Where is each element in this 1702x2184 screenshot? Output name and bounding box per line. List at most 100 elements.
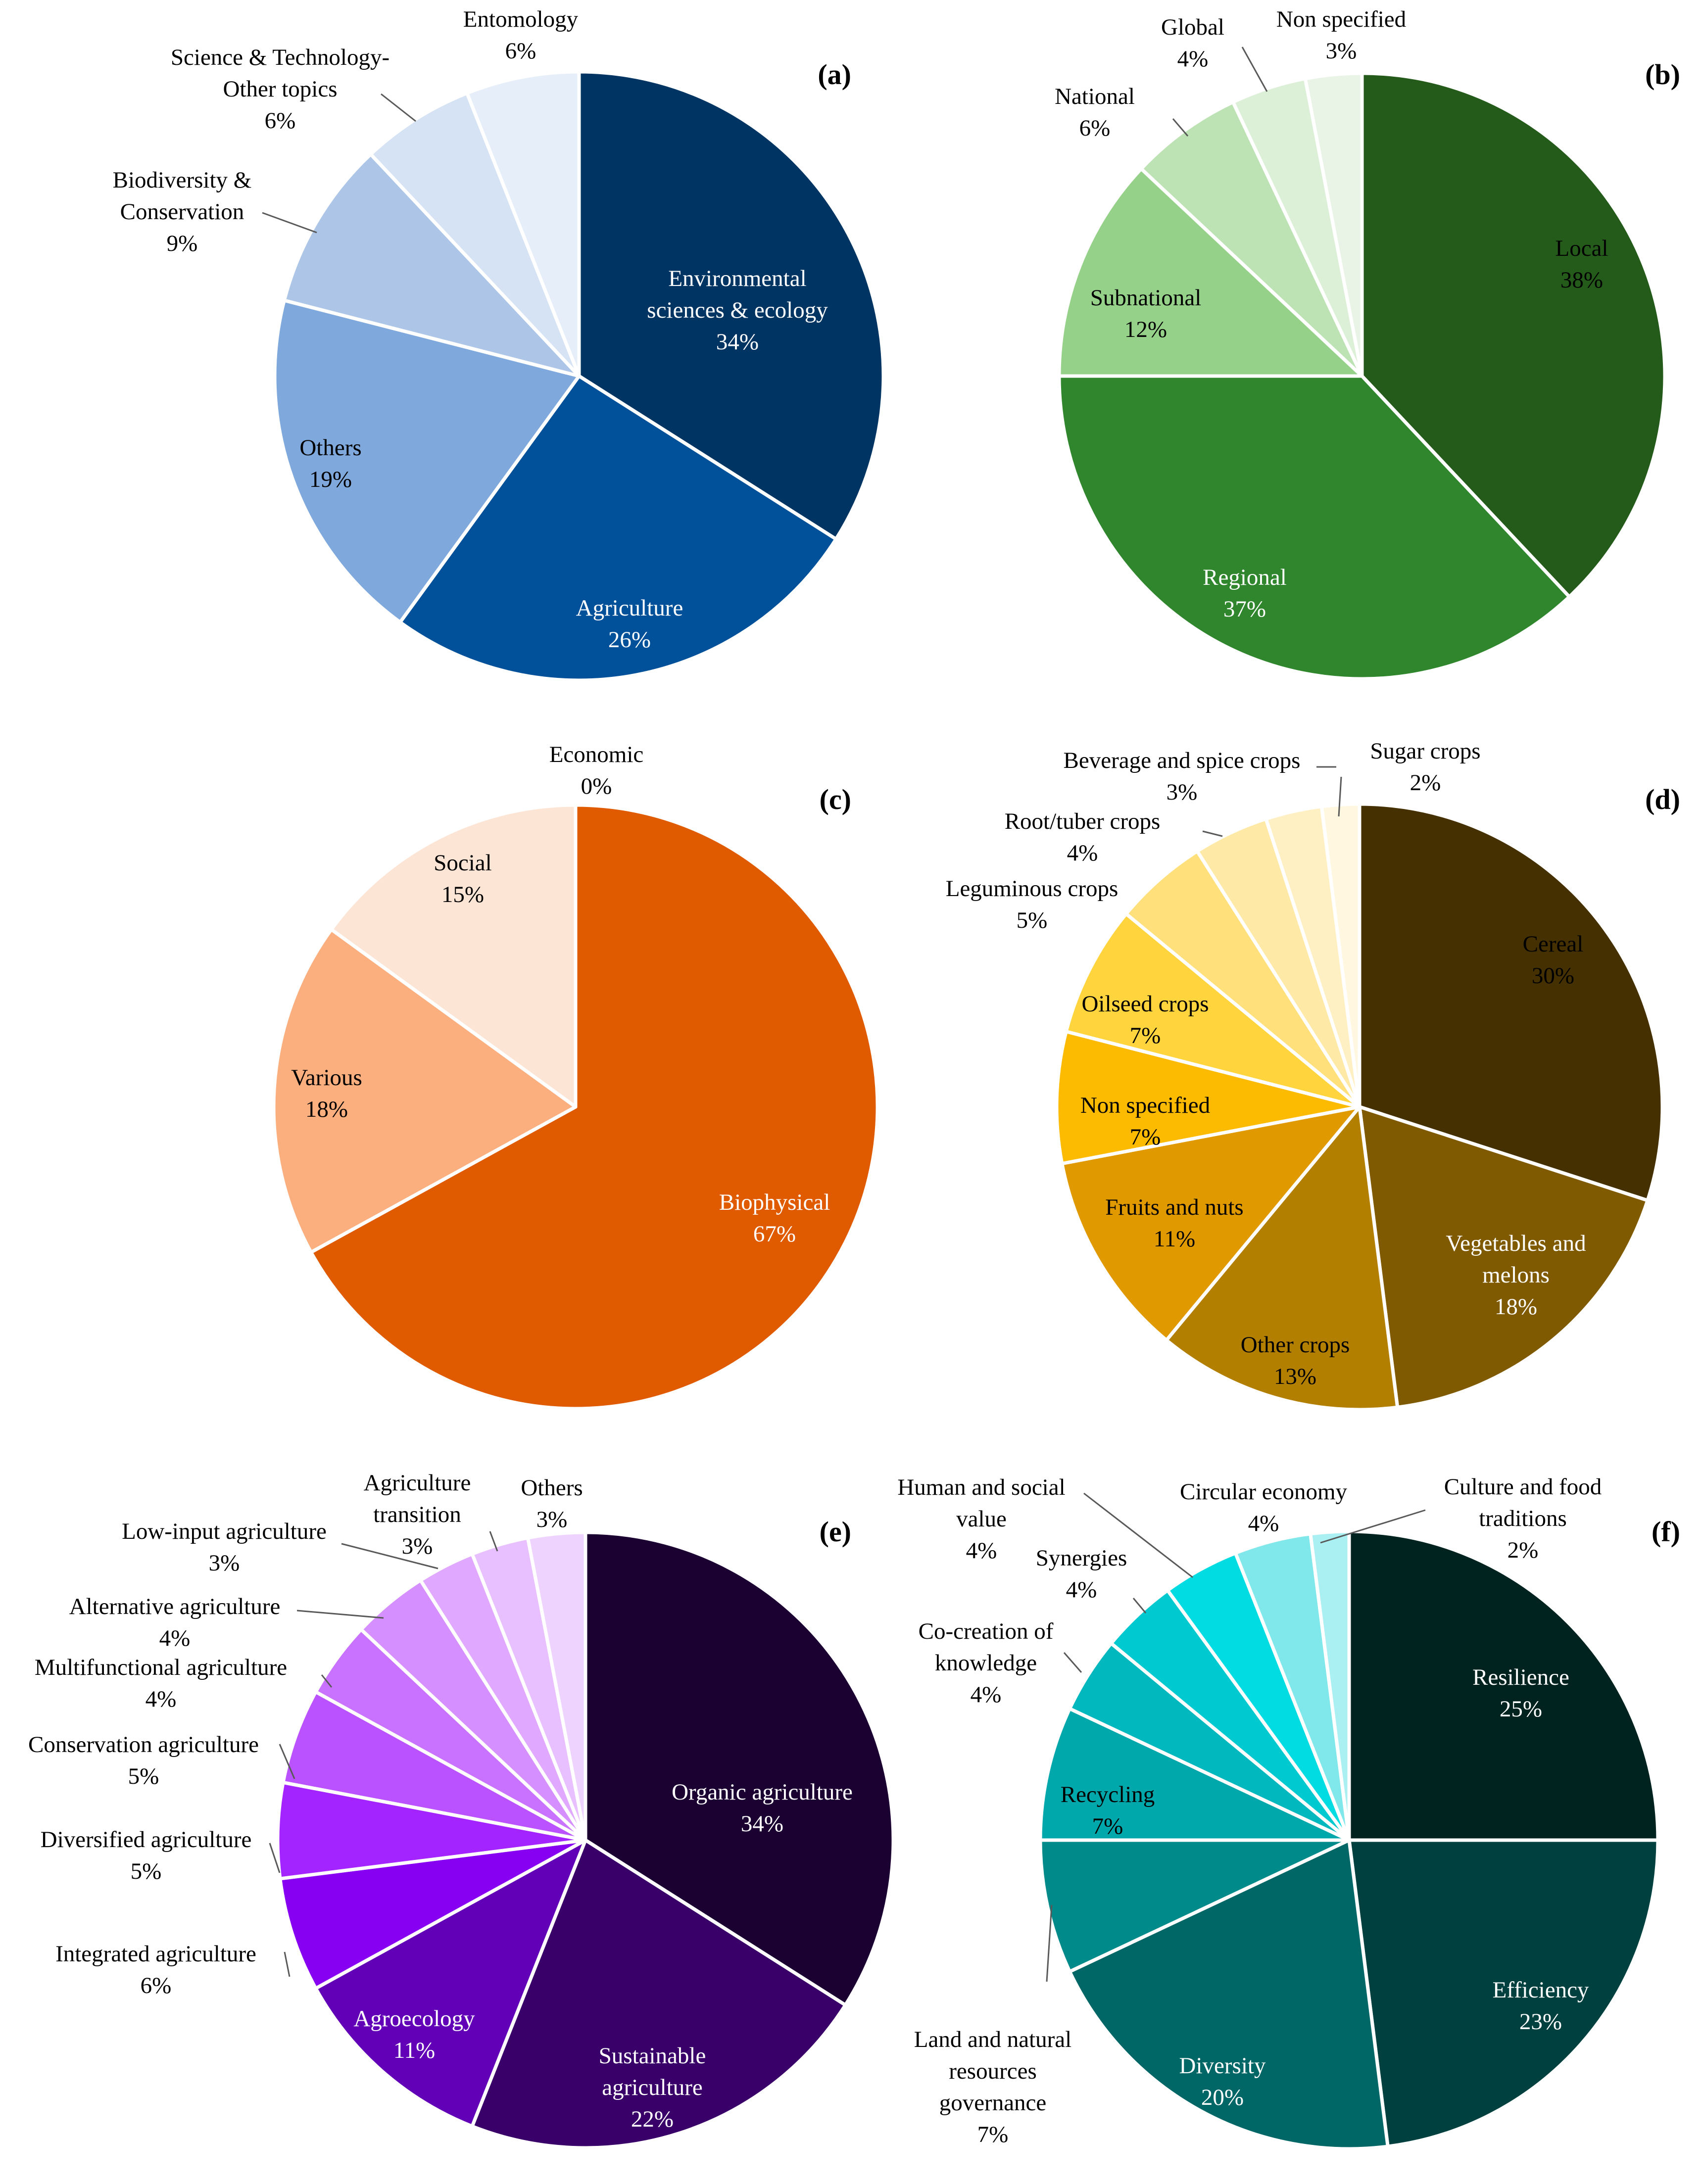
label-b-non-specified-pct: 3% — [1326, 38, 1357, 64]
panel-label-b: (b) — [1645, 58, 1680, 91]
slice-f-diversity — [1068, 1838, 1390, 2151]
label-a-entomology-pct: 6% — [505, 38, 536, 64]
label-a-biodiversity-and-conservation-line: Biodiversity & — [113, 167, 252, 193]
slice-c-various — [272, 927, 578, 1254]
label-c-biophysical: Biophysical 67% — [719, 1189, 830, 1247]
label-b-subnational-pct: 12% — [1124, 317, 1167, 342]
label-e-others-pct: 3% — [536, 1507, 568, 1532]
label-e-organic-agriculture: Organic agriculture 34% — [672, 1779, 853, 1837]
label-f-co-creation-of-knowledge-line: knowledge — [935, 1650, 1037, 1676]
label-f-diversity: Diversity 20% — [1179, 2053, 1266, 2110]
label-a-agriculture-line: Agriculture — [576, 595, 683, 621]
label-d-fruits-and-nuts-pct: 11% — [1154, 1226, 1195, 1252]
label-e-alternative-agriculture-line: Alternative agriculture — [69, 1594, 281, 1619]
label-e-agriculture-transition: Agriculture transition 3% — [364, 1470, 471, 1559]
label-b-regional-line: Regional — [1203, 565, 1287, 590]
slice-b-regional — [1057, 374, 1571, 681]
label-b-non-specified-line: Non specified — [1276, 6, 1406, 32]
label-f-culture-and-food-traditions-line: Culture and food — [1444, 1474, 1602, 1500]
label-a-biodiversity-and-conservation-pct: 9% — [167, 231, 198, 256]
slice-e-organic-agriculture — [584, 1530, 895, 2007]
label-e-conservation-agriculture-line: Conservation agriculture — [28, 1732, 259, 1757]
pie-chart-d: Cereal 30% Vegetables and melons 18% Other cr… — [946, 738, 1680, 1412]
callout-line-d-root-tuber-crops — [1202, 830, 1223, 837]
slice-f-culture-and-food-traditions — [1309, 1529, 1351, 1842]
label-a-others-line: Others — [299, 435, 361, 461]
label-e-agriculture-transition-line: transition — [373, 1502, 461, 1527]
label-d-root-tuber-crops-pct: 4% — [1067, 840, 1098, 866]
slice-e-sustainable-agriculture — [470, 1838, 847, 2150]
label-f-land-and-natural-resources-governance-line: Land and natural — [914, 2027, 1071, 2052]
label-e-conservation-agriculture-pct: 5% — [128, 1763, 159, 1789]
label-c-economic-pct: 0% — [581, 773, 612, 799]
label-f-circular-economy-line: Circular economy — [1180, 1479, 1348, 1505]
label-d-sugar-crops-pct: 2% — [1410, 770, 1441, 796]
slice-b-local — [1360, 71, 1667, 599]
label-c-social: Social 15% — [434, 850, 491, 907]
label-f-human-and-social-value: Human and social value 4% — [897, 1474, 1065, 1564]
label-b-global-line: Global — [1161, 14, 1224, 40]
label-f-resilience-line: Resilience — [1472, 1664, 1569, 1690]
pie-chart-e: Organic agriculture 34% Sustainable agricul… — [28, 1470, 895, 2150]
label-d-leguminous-crops: Leguminous crops 5% — [946, 876, 1118, 933]
callout-line-f-culture-and-food-traditions — [1320, 1509, 1426, 1544]
label-e-sustainable-agriculture-pct: 22% — [631, 2106, 674, 2132]
label-d-non-specified-line: Non specified — [1080, 1092, 1210, 1118]
label-d-cereal: Cereal 30% — [1523, 931, 1584, 989]
label-a-biodiversity-and-conservation-line: Conservation — [120, 199, 244, 225]
label-e-low-input-agriculture: Low-input agriculture 3% — [122, 1519, 327, 1576]
label-d-sugar-crops-line: Sugar crops — [1370, 738, 1480, 764]
panel-label-d: (d) — [1645, 783, 1680, 815]
label-d-non-specified-pct: 7% — [1130, 1124, 1161, 1150]
label-d-other-crops-line: Other crops — [1241, 1332, 1350, 1358]
label-d-non-specified: Non specified 7% — [1080, 1092, 1210, 1150]
label-a-biodiversity-and-conservation: Biodiversity & Conservation 9% — [113, 167, 252, 256]
label-a-entomology: Entomology 6% — [463, 6, 579, 64]
label-b-global-pct: 4% — [1177, 46, 1209, 72]
label-d-oilseed-crops-pct: 7% — [1130, 1023, 1161, 1048]
pie-chart-b: Local 38% Regional 37% Subnational 12% Nationa… — [1055, 6, 1680, 681]
callout-line-d-sugar-crops — [1338, 776, 1342, 817]
label-f-human-and-social-value-line: value — [956, 1506, 1007, 1532]
panel-label-e: (e) — [820, 1516, 851, 1548]
callout-line-e-low-input-agriculture — [341, 1543, 438, 1569]
label-b-national-pct: 6% — [1079, 115, 1111, 141]
label-a-science-and-technology-other-topics-line: Science & Technology- — [171, 45, 389, 70]
slice-d-oilseed-crops — [1064, 912, 1362, 1109]
slice-a-agriculture — [398, 374, 838, 682]
callout-line-e-diversified-agriculture — [269, 1843, 281, 1873]
label-e-diversified-agriculture: Diversified agriculture 5% — [41, 1827, 252, 1884]
label-f-culture-and-food-traditions: Culture and food traditions 2% — [1444, 1474, 1602, 1563]
label-d-vegetables-and-melons-line: melons — [1482, 1262, 1550, 1288]
slice-a-entomology — [465, 70, 581, 378]
slice-f-land-and-natural-resources-governance — [1038, 1838, 1351, 1974]
label-c-various: Various 18% — [291, 1065, 362, 1122]
label-c-social-line: Social — [434, 850, 491, 876]
label-d-leguminous-crops-pct: 5% — [1017, 907, 1048, 933]
label-c-economic-line: Economic — [549, 742, 644, 767]
label-a-environmental-sciences-and-ecology-line: sciences & ecology — [647, 297, 828, 323]
slice-d-non-specified — [1055, 1030, 1362, 1166]
label-b-global: Global 4% — [1161, 14, 1224, 72]
label-f-culture-and-food-traditions-line: traditions — [1479, 1506, 1567, 1531]
label-c-social-pct: 15% — [441, 882, 484, 907]
label-a-agriculture-pct: 26% — [608, 627, 651, 653]
label-e-low-input-agriculture-pct: 3% — [209, 1550, 240, 1576]
label-e-diversified-agriculture-line: Diversified agriculture — [41, 1827, 252, 1852]
slice-c-social — [330, 803, 578, 1109]
slice-f-resilience — [1347, 1529, 1660, 1842]
label-d-root-tuber-crops-line: Root/tuber crops — [1005, 808, 1161, 834]
slice-e-conservation-agriculture — [281, 1690, 587, 1842]
label-f-recycling: Recycling 7% — [1061, 1782, 1155, 1839]
label-e-agroecology-pct: 11% — [393, 2038, 435, 2063]
slice-b-non-specified — [1303, 71, 1364, 378]
label-e-integrated-agriculture: Integrated agriculture 6% — [55, 1941, 256, 1998]
label-f-co-creation-of-knowledge-pct: 4% — [971, 1682, 1002, 1708]
callout-line-b-national — [1172, 118, 1189, 137]
label-d-beverage-and-spice-crops: Beverage and spice crops 3% — [1064, 748, 1301, 805]
label-e-alternative-agriculture: Alternative agriculture 4% — [69, 1594, 281, 1651]
callout-line-f-land-and-natural-resources-governance — [1046, 1904, 1053, 1982]
callout-line-b-global — [1241, 47, 1268, 92]
label-c-biophysical-pct: 67% — [753, 1221, 796, 1247]
label-d-cereal-line: Cereal — [1523, 931, 1584, 957]
